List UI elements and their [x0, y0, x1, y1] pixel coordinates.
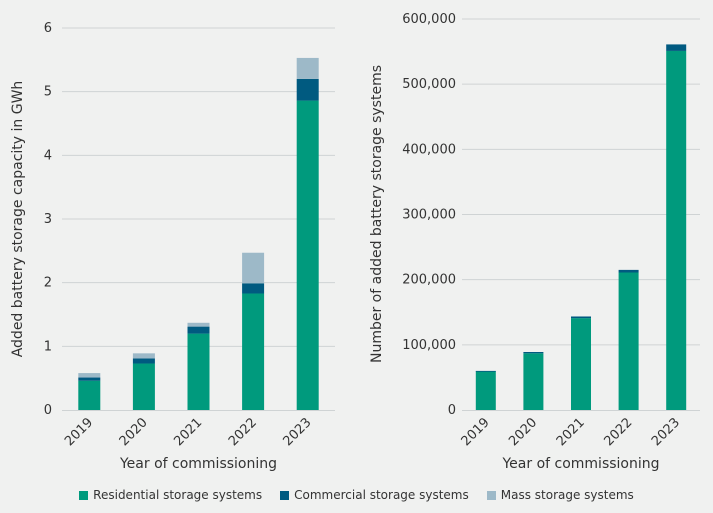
y-tick-label-capacity: 4: [44, 148, 52, 163]
y-tick-label-systems: 200,000: [402, 273, 456, 288]
legend-item-residential: Residential storage systems: [79, 488, 262, 502]
bar-capacity-mass-2023: [296, 57, 319, 79]
y-tick-label-systems: 0: [448, 403, 456, 418]
x-tick-label-capacity: 2020: [117, 415, 151, 449]
x-axis-title-systems: Year of commissioning: [501, 456, 659, 472]
y-tick-label-systems: 500,000: [402, 77, 456, 92]
bar-capacity-commercial-2019: [78, 377, 101, 381]
y-tick-label-systems: 100,000: [402, 338, 456, 353]
legend-label-mass: Mass storage systems: [500, 488, 634, 502]
bar-systems-residential-2021: [571, 318, 591, 410]
bar-capacity-mass-2021: [187, 322, 210, 327]
x-tick-label-systems: 2022: [601, 415, 635, 449]
legend-swatch-commercial: [280, 490, 290, 500]
x-tick-label-capacity: 2022: [226, 415, 260, 449]
bar-systems-residential-2020: [523, 353, 544, 410]
y-tick-label-capacity: 0: [44, 403, 52, 418]
x-tick-label-systems: 2019: [459, 415, 493, 449]
bar-systems-commercial-2020: [523, 352, 544, 354]
bar-capacity-mass-2020: [132, 353, 155, 359]
bar-systems-residential-2023: [666, 50, 687, 410]
bar-systems-commercial-2021: [571, 316, 591, 319]
bar-capacity-residential-2022: [242, 293, 265, 410]
x-tick-label-capacity: 2019: [62, 415, 96, 449]
y-axis-title-capacity: Added battery storage capacity in GWh: [10, 81, 26, 358]
bar-capacity-commercial-2023: [296, 78, 319, 101]
x-tick-label-systems: 2023: [649, 415, 683, 449]
legend-label-residential: Residential storage systems: [93, 488, 263, 502]
bar-systems-commercial-2019: [475, 370, 496, 372]
bar-systems-residential-2022: [618, 272, 639, 410]
bar-capacity-residential-2021: [187, 333, 210, 410]
y-axis-title-systems: Number of added battery storage systems: [369, 65, 385, 363]
legend-swatch-mass: [486, 490, 496, 500]
x-tick-label-capacity: 2023: [281, 415, 315, 449]
bar-systems-commercial-2022: [618, 269, 639, 273]
y-tick-label-capacity: 3: [44, 212, 52, 227]
bar-capacity-residential-2019: [78, 380, 101, 410]
bar-capacity-commercial-2020: [132, 358, 155, 364]
x-tick-label-capacity: 2021: [171, 415, 205, 449]
legend-label-commercial: Commercial storage systems: [294, 488, 469, 502]
bar-systems-residential-2019: [475, 371, 496, 410]
y-tick-label-capacity: 6: [44, 21, 52, 36]
y-tick-label-systems: 300,000: [402, 208, 456, 223]
legend: Residential storage systems Commercial s…: [0, 488, 713, 502]
y-tick-label-capacity: 2: [44, 276, 52, 291]
legend-item-commercial: Commercial storage systems: [280, 488, 469, 502]
bar-capacity-commercial-2022: [242, 283, 265, 294]
y-tick-label-capacity: 1: [44, 339, 52, 354]
y-tick-label-systems: 600,000: [402, 12, 456, 27]
legend-item-mass: Mass storage systems: [486, 488, 634, 502]
y-tick-label-systems: 400,000: [402, 142, 456, 157]
bar-capacity-mass-2019: [78, 373, 101, 378]
bar-capacity-residential-2023: [296, 100, 319, 410]
legend-swatch-residential: [79, 490, 89, 500]
bar-capacity-residential-2020: [132, 363, 155, 410]
x-tick-label-systems: 2021: [554, 415, 588, 449]
bar-capacity-mass-2022: [242, 252, 265, 284]
x-tick-label-systems: 2020: [506, 415, 540, 449]
bar-systems-commercial-2023: [666, 44, 687, 51]
bar-capacity-commercial-2021: [187, 326, 210, 334]
x-axis-title-capacity: Year of commissioning: [119, 456, 277, 472]
y-tick-label-capacity: 5: [44, 85, 52, 100]
